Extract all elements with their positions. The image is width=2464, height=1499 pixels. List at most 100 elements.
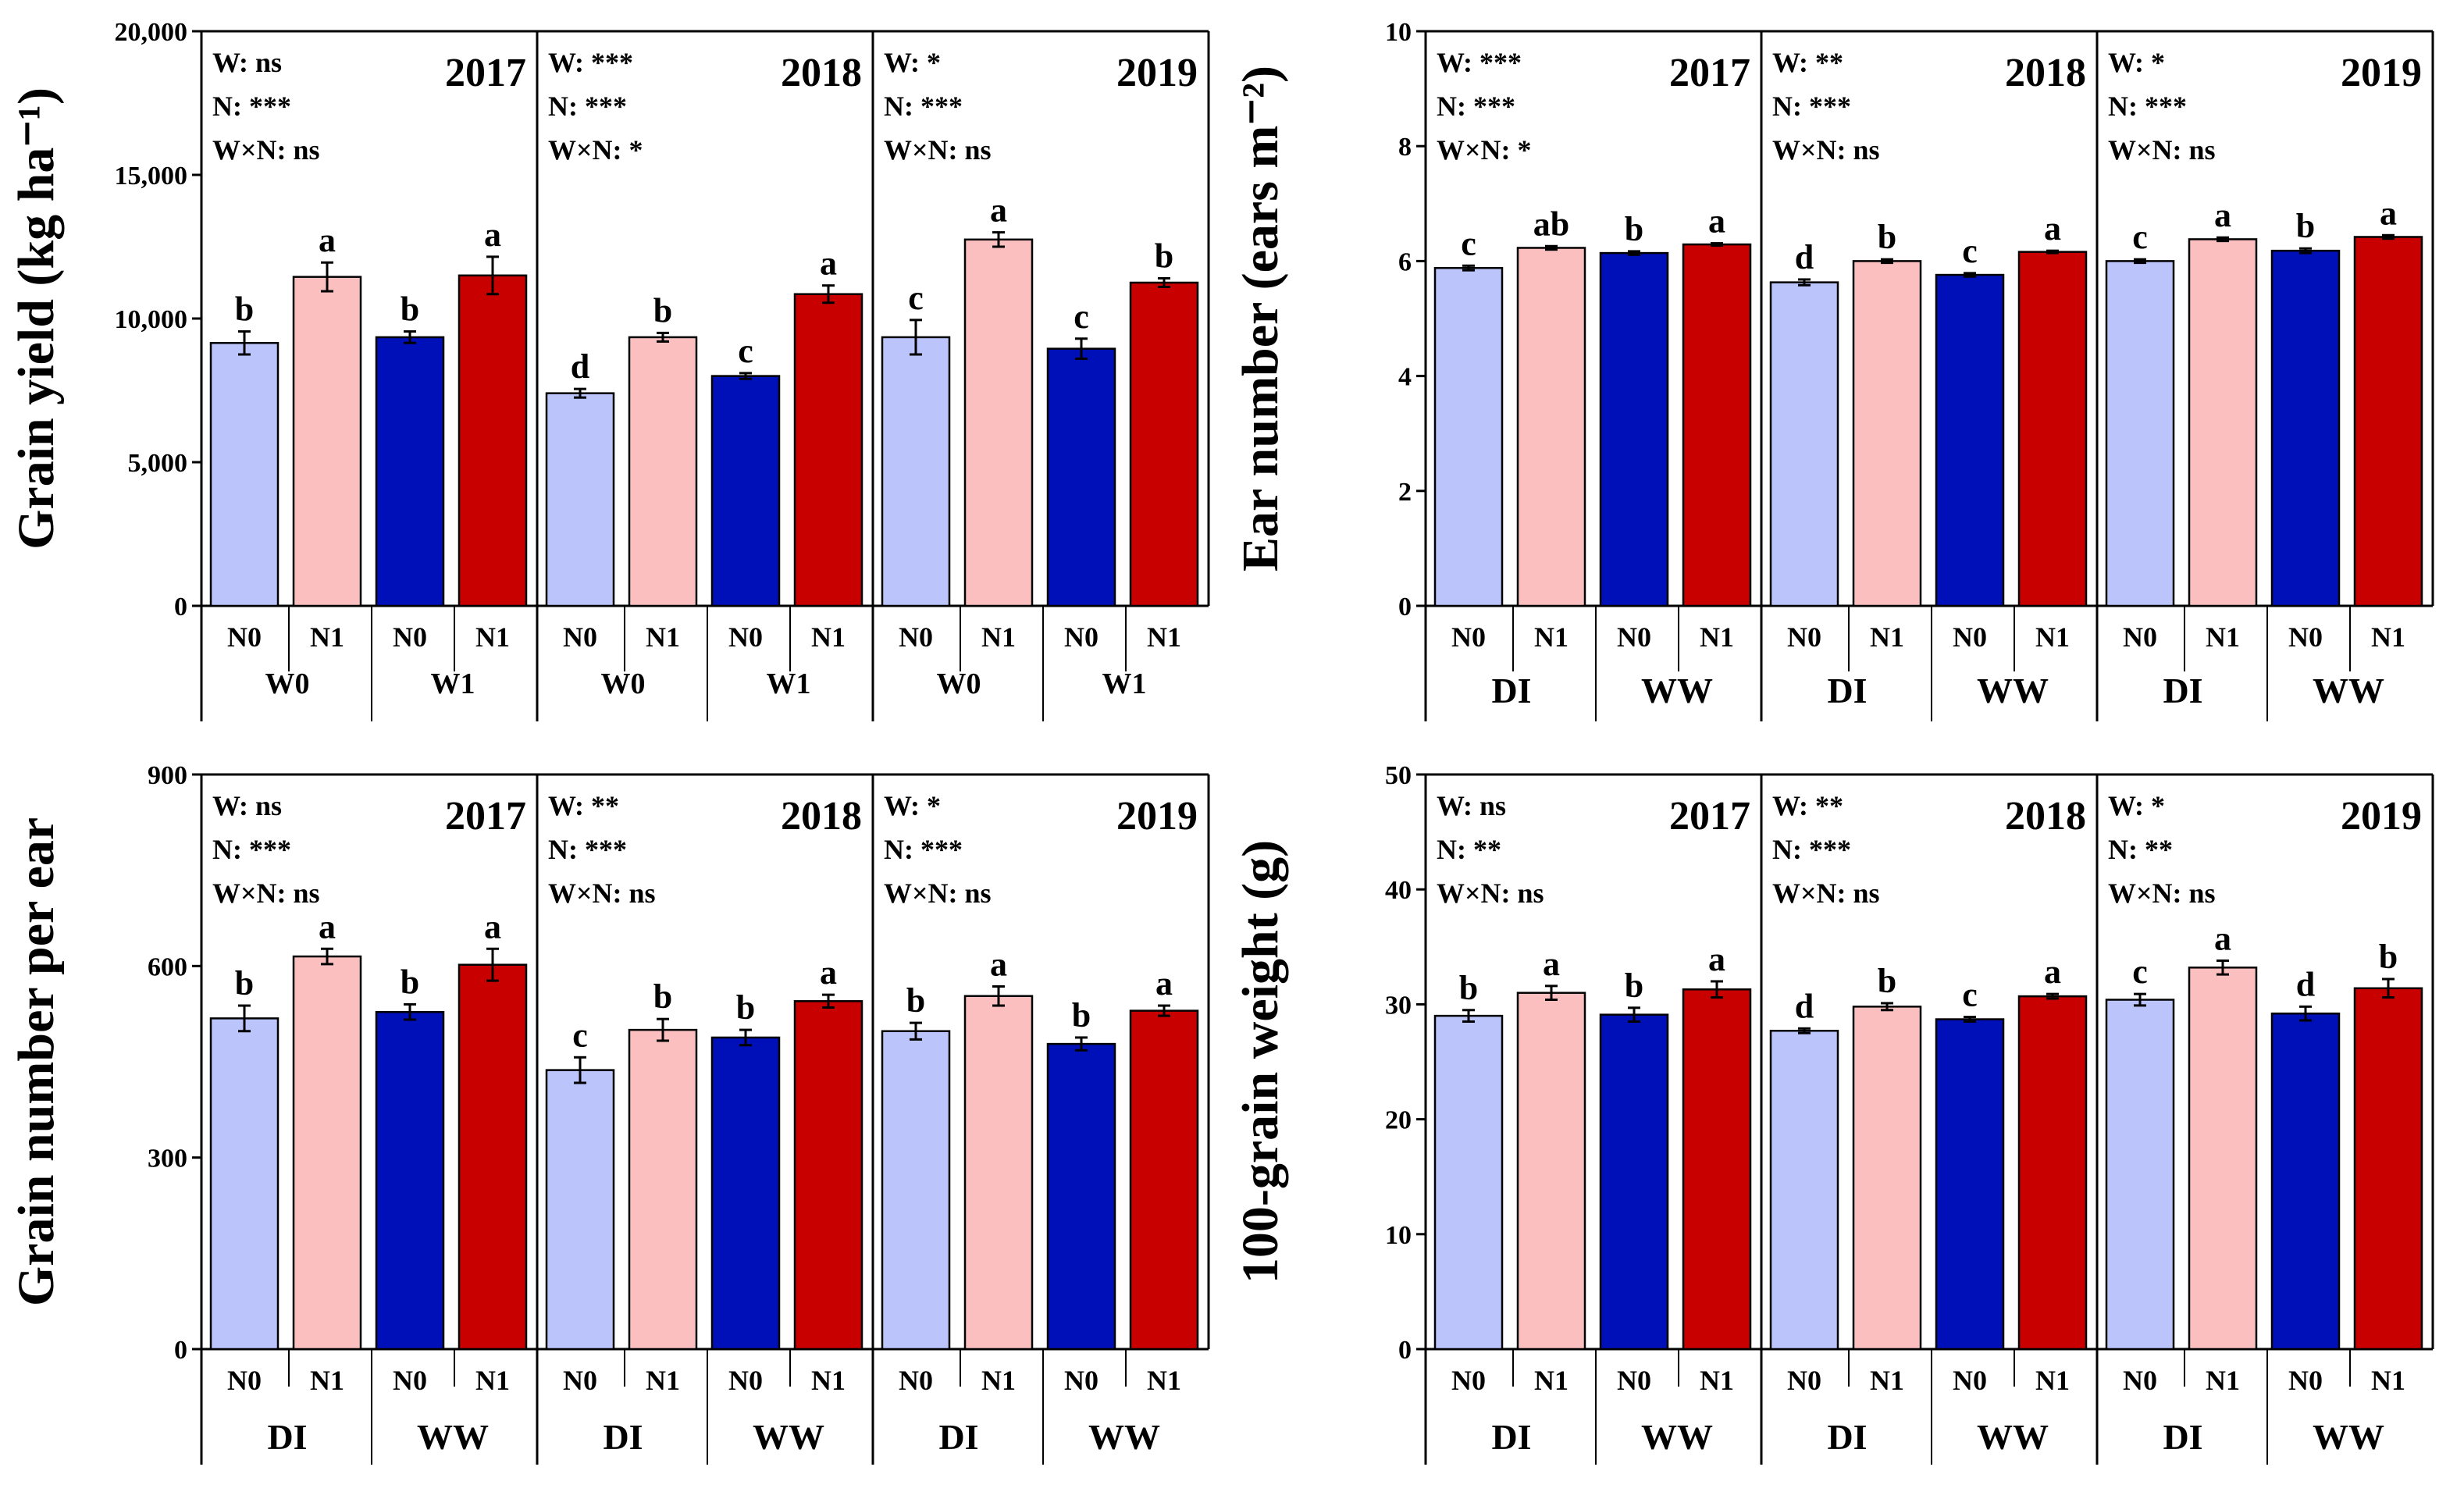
bar [292, 955, 362, 1351]
stat-label: W×N: ns [2108, 134, 2216, 166]
bar [2353, 236, 2423, 607]
y-tick-label: 40 [1385, 876, 1412, 905]
group-label: DI [938, 1417, 978, 1457]
bar [1599, 251, 1669, 607]
x-tick-label: N1 [310, 1365, 344, 1396]
significance-letter: a [820, 953, 837, 992]
year-label: 2017 [1669, 794, 1750, 839]
year-label: 2018 [2005, 51, 2086, 95]
year-label: 2018 [781, 794, 862, 839]
significance-letter: b [401, 290, 419, 329]
significance-letter: a [1708, 202, 1725, 240]
significance-letter: c [2132, 952, 2148, 991]
x-tick-label: N0 [1953, 621, 1987, 653]
stat-label: N: ** [1437, 834, 1501, 865]
x-tick-label: N0 [2288, 621, 2323, 653]
stat-label: W: ns [212, 47, 282, 78]
bar [2017, 251, 2088, 607]
bar [545, 392, 615, 607]
stat-label: N: *** [548, 834, 627, 865]
x-tick-label: N0 [563, 621, 597, 653]
x-tick-label: N1 [1147, 1365, 1181, 1396]
group-label: W1 [1102, 668, 1147, 700]
bar [1046, 347, 1116, 607]
y-tick-label: 2 [1398, 478, 1412, 507]
stat-label: W: *** [548, 47, 633, 78]
group-label: DI [267, 1417, 307, 1457]
y-tick-label: 30 [1385, 991, 1412, 1020]
stat-label: N: *** [2108, 91, 2187, 122]
x-tick-label: N1 [646, 621, 680, 653]
bar [1769, 281, 1839, 607]
significance-letter: c [1962, 976, 1978, 1014]
significance-letter: a [2214, 196, 2231, 234]
x-tick-label: N0 [227, 621, 262, 653]
bar [2105, 999, 2175, 1351]
y-axis-label: Ear number (ears m⁻²) [1232, 66, 1289, 571]
x-tick-label: N1 [981, 621, 1016, 653]
x-tick-label: N0 [1451, 621, 1486, 653]
y-axis-label: Grain number per ear [8, 817, 65, 1306]
y-tick-label: 10,000 [115, 305, 188, 334]
bar [2105, 260, 2175, 607]
bar [2188, 967, 2258, 1351]
x-tick-label: N0 [899, 1365, 933, 1396]
bar [1852, 1006, 1922, 1351]
x-tick-label: N1 [2035, 621, 2070, 653]
x-tick-label: N0 [2123, 621, 2157, 653]
significance-letter: a [2044, 209, 2061, 247]
significance-letter: b [1625, 967, 1643, 1005]
x-tick-label: N0 [563, 1365, 597, 1396]
significance-letter: b [653, 977, 672, 1016]
significance-letter: ab [1533, 205, 1569, 243]
bar [458, 963, 528, 1351]
group-label: DI [2163, 671, 2202, 710]
stat-label: W×N: ns [884, 134, 992, 166]
x-tick-label: N1 [646, 1365, 680, 1396]
year-label: 2017 [445, 794, 526, 839]
stat-label: W×N: ns [1437, 878, 1544, 909]
chart-panel-3: Grain number per ear 0 300 600 900 2017 W: ns N… [8, 761, 1210, 1465]
stat-label: W×N: ns [1772, 134, 1880, 166]
y-tick-label: 20,000 [115, 18, 188, 47]
bar [1433, 266, 1504, 607]
stat-label: W: ** [548, 790, 619, 821]
year-label: 2019 [2341, 51, 2422, 95]
y-tick-label: 600 [148, 952, 187, 981]
bar [1129, 1009, 1199, 1351]
group-label: WW [1088, 1417, 1160, 1457]
x-tick-label: N1 [1534, 621, 1568, 653]
significance-letter: d [1795, 238, 1814, 276]
x-tick-label: N0 [899, 621, 933, 653]
significance-letter: b [1459, 969, 1478, 1007]
x-tick-label: N0 [1064, 621, 1098, 653]
significance-letter: b [235, 290, 254, 329]
x-tick-label: N1 [981, 1365, 1016, 1396]
group-label: DI [1491, 671, 1531, 710]
year-label: 2018 [781, 51, 862, 95]
x-tick-label: N1 [811, 1365, 846, 1396]
x-tick-label: N0 [1064, 1365, 1098, 1396]
bar [1682, 243, 1752, 607]
bar [793, 293, 863, 607]
significance-letter: a [1155, 964, 1173, 1002]
stat-label: W: ns [1437, 790, 1506, 821]
significance-letter: b [1878, 218, 1896, 256]
bar [2270, 1012, 2341, 1351]
x-tick-label: N0 [1787, 1365, 1821, 1396]
stat-label: W×N: ns [884, 878, 992, 909]
significance-letter: b [235, 964, 254, 1002]
x-tick-label: N1 [2206, 1365, 2240, 1396]
bar [1769, 1030, 1839, 1351]
group-label: W0 [265, 668, 310, 700]
significance-letter: a [319, 221, 336, 259]
bar [2017, 995, 2088, 1351]
chart-panel-2: Ear number (ears m⁻²) 0 2 4 6 8 10 2017 W: *** N:… [1232, 18, 2434, 721]
group-label: WW [417, 1417, 489, 1457]
x-tick-label: N1 [1870, 621, 1904, 653]
y-tick-label: 900 [148, 761, 187, 790]
significance-letter: d [1795, 987, 1814, 1025]
group-label: DI [1491, 1417, 1531, 1457]
significance-letter: c [2132, 218, 2148, 256]
group-label: WW [2313, 1417, 2384, 1457]
